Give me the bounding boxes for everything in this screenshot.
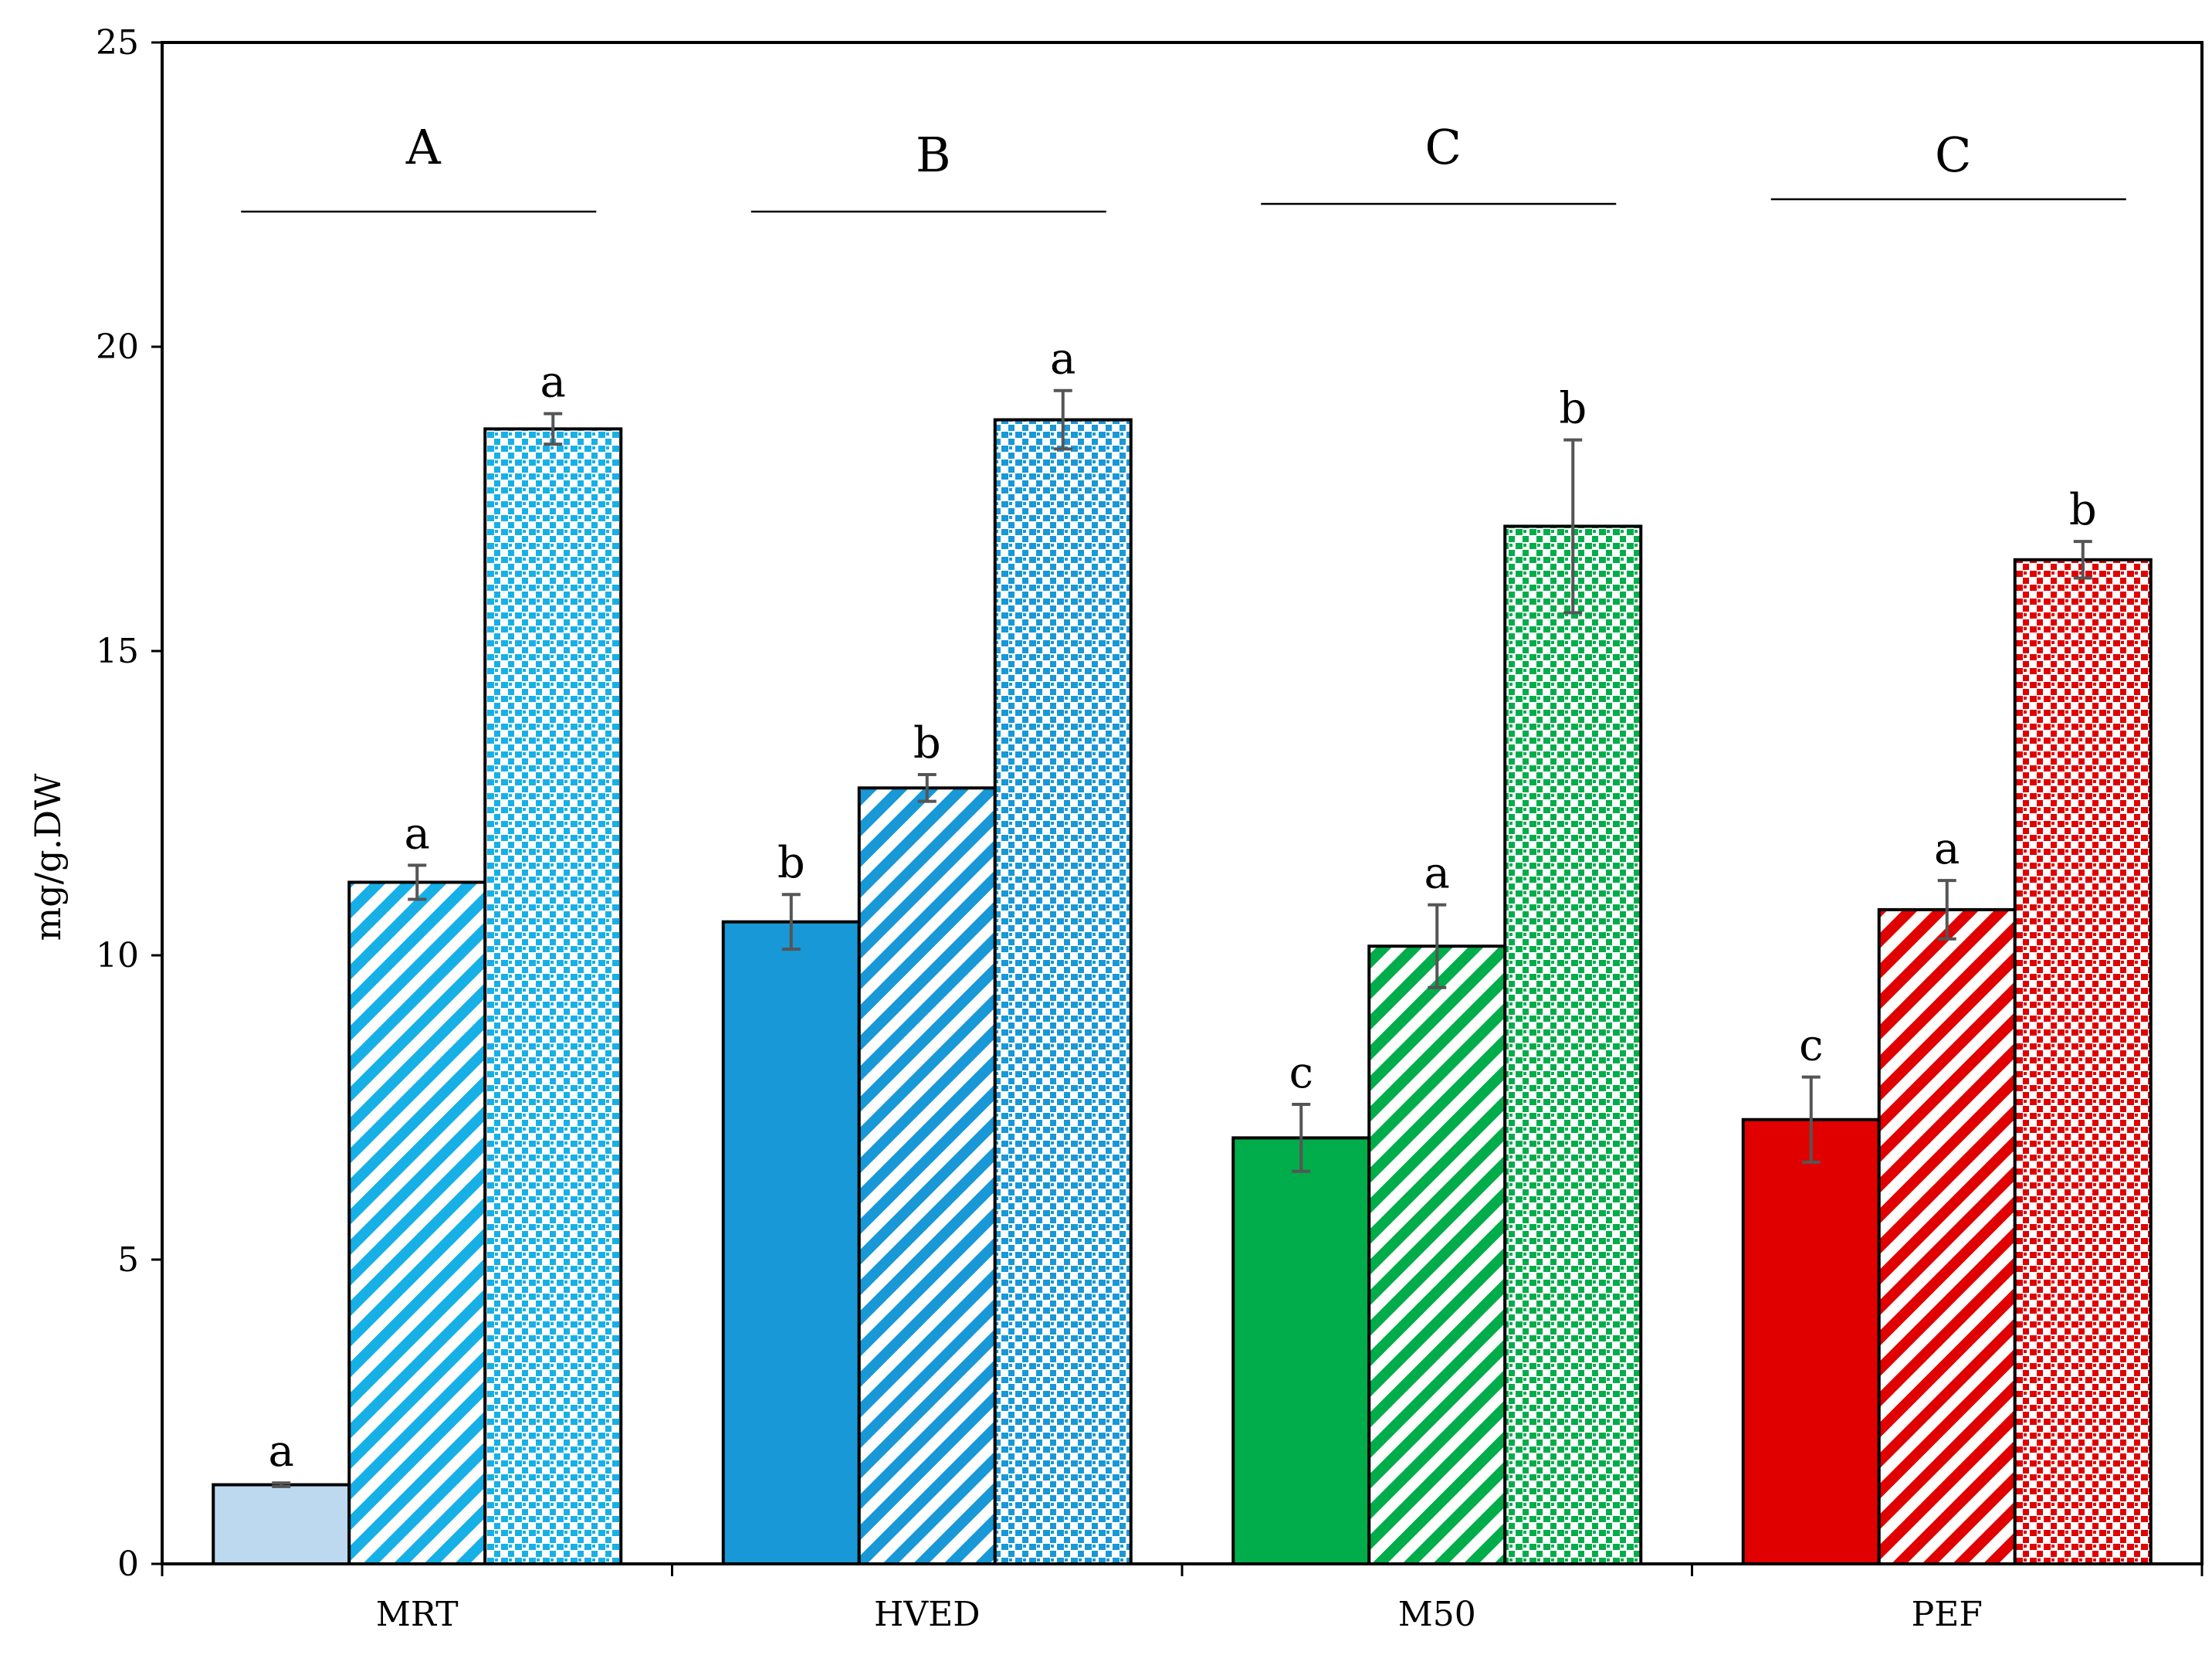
bar-pef-solid — [1741, 1117, 1881, 1565]
bar-m50-solid — [1231, 1136, 1371, 1565]
significance-letter: b — [1559, 384, 1587, 434]
error-bar — [1801, 1075, 1821, 1164]
bar-hved-dots — [993, 418, 1133, 1565]
x-tick-label: HVED — [874, 1595, 981, 1634]
significance-letter: a — [269, 1426, 294, 1477]
significance-letter: b — [2069, 485, 2097, 535]
group-letter: C — [1935, 127, 1971, 183]
significance-letter: c — [1289, 1048, 1313, 1098]
significance-letter: b — [777, 838, 805, 888]
error-bars — [272, 388, 2092, 1488]
error-bar — [917, 772, 937, 803]
bar-pef-stripes — [1877, 907, 2017, 1565]
error-bar — [544, 412, 563, 446]
error-bar — [408, 863, 427, 901]
x-tick-label: M50 — [1398, 1595, 1476, 1634]
error-bar — [781, 893, 801, 951]
y-axis-label: mg/g.DW — [27, 773, 69, 941]
significance-letter: a — [1934, 824, 1960, 874]
significance-letter: b — [913, 718, 941, 768]
significance-letter: c — [1799, 1021, 1823, 1071]
bar-hved-stripes — [857, 786, 997, 1565]
bar-hved-solid — [721, 920, 861, 1566]
bar-mrt-stripes — [347, 880, 487, 1565]
significance-letter: a — [540, 358, 566, 408]
significance-letter: a — [1050, 334, 1076, 385]
error-bar — [1937, 879, 1956, 941]
group-letter: C — [1425, 119, 1462, 175]
error-bar — [1053, 388, 1072, 451]
x-tick-label: MRT — [376, 1595, 459, 1634]
significance-letters: a a a b b a c a b c a b — [269, 334, 2097, 1477]
error-bar — [2073, 540, 2092, 580]
bar-pef-dots — [2013, 558, 2153, 1565]
x-axis: MRT HVED M50 PEF — [161, 1564, 2204, 1634]
x-tick-label: PEF — [1912, 1595, 1983, 1634]
bars — [212, 418, 2153, 1566]
bar-mrt-solid — [212, 1483, 351, 1566]
plot-frame — [161, 41, 2204, 1565]
y-tick-label: 15 — [96, 632, 139, 671]
bar-mrt-dots — [483, 427, 623, 1565]
y-tick-label: 0 — [117, 1545, 139, 1584]
y-tick-label: 25 — [96, 23, 139, 63]
y-tick-label: 10 — [96, 936, 139, 975]
y-axis: 0 5 10 15 20 25 — [96, 23, 162, 1584]
error-bar — [1563, 438, 1583, 615]
group-letter: A — [405, 119, 442, 175]
error-bar — [1428, 903, 1447, 989]
error-bar — [1292, 1103, 1311, 1173]
group-letter: B — [916, 127, 951, 183]
significance-letter: a — [1424, 849, 1450, 899]
y-tick-label: 5 — [117, 1240, 139, 1280]
bar-m50-stripes — [1367, 945, 1507, 1566]
bar-m50-dots — [1503, 524, 1643, 1566]
significance-letter: a — [405, 809, 430, 859]
y-tick-label: 20 — [96, 327, 139, 367]
error-bar — [272, 1481, 291, 1488]
